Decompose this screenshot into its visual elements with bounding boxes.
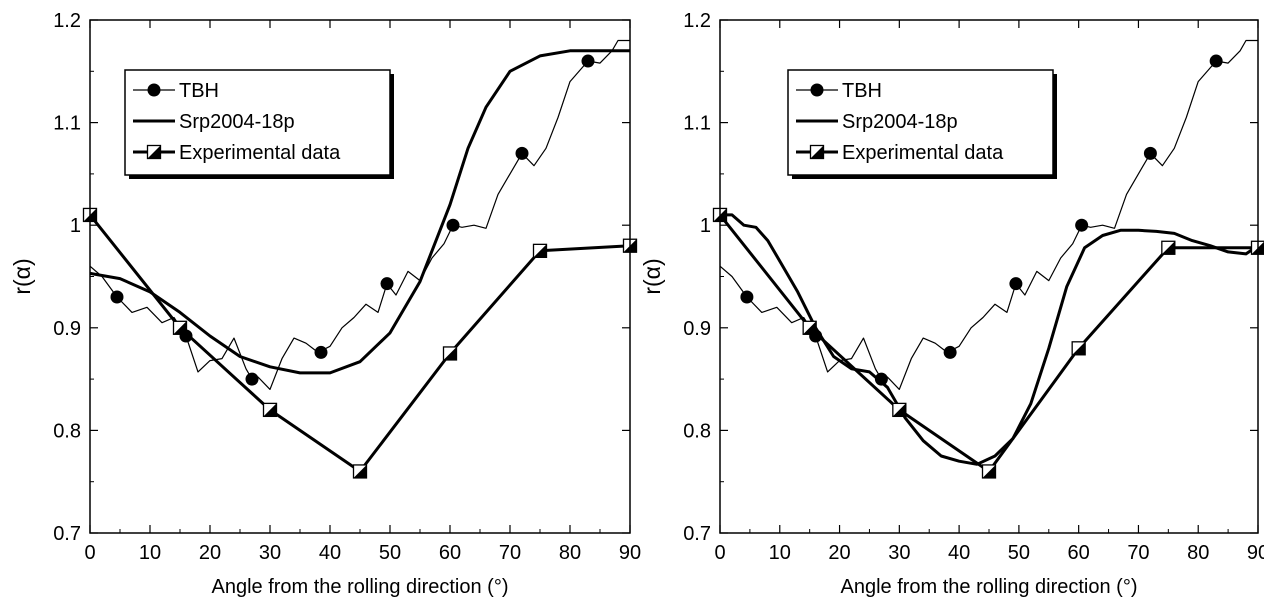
legend-marker-3 [809, 144, 825, 160]
x-tick-label: 40 [948, 542, 970, 564]
x-tick-label: 30 [888, 542, 910, 564]
series-3-point-4 [352, 464, 368, 479]
y-tick-label: 1.1 [53, 113, 81, 135]
x-tick-label: 30 [259, 542, 281, 564]
legend-marker-1 [147, 83, 161, 97]
series-3-point-3 [892, 402, 907, 418]
y-tick-label: 0.8 [53, 420, 81, 442]
x-tick-label: 60 [439, 542, 461, 564]
y-tick-label: 0.7 [53, 523, 81, 545]
x-tick-label: 50 [379, 542, 401, 564]
x-tick-label: 20 [828, 542, 850, 564]
legend-label-2: Srp2004-18p [179, 111, 295, 133]
y-tick-label: 0.9 [683, 318, 711, 340]
legend-label-3: Experimental data [179, 142, 341, 164]
y-tick-label: 1 [70, 215, 81, 237]
series-line-1 [719, 39, 1258, 390]
chart-2: 0 10 20 30 40 50 60 70 80 90 0.7 0.8 0.9 1 1.1 1.2 Angle… [639, 10, 1264, 598]
legend-marker-1 [810, 83, 824, 97]
series-3-point-5 [442, 346, 458, 361]
y-tick-label: 1.2 [53, 10, 81, 32]
x-tick-label: 40 [319, 542, 341, 564]
x-tick-label: 0 [84, 542, 95, 564]
x-tick-label: 80 [559, 542, 581, 564]
x-tick-label: 20 [199, 542, 221, 564]
series-3-point-2 [802, 320, 817, 335]
x-tick-label: 70 [499, 542, 521, 564]
legend-marker-3 [146, 144, 162, 160]
y-tick-label: 0.9 [53, 318, 81, 340]
x-tick-label: 60 [1068, 542, 1090, 564]
series-1-point-1 [110, 290, 124, 304]
series-1-point-3 [874, 372, 888, 386]
series-3-point-5 [1071, 341, 1086, 356]
x-tick-label: 90 [1247, 542, 1264, 564]
series-3-point-3 [262, 402, 278, 418]
x-tick-label: 10 [769, 542, 791, 564]
series-line-3 [88, 213, 631, 473]
y-tick-label: 0.8 [683, 420, 711, 442]
y-tick-label: 1 [700, 215, 711, 237]
x-tick-label: 70 [1127, 542, 1149, 564]
y-tick-label: 1.2 [683, 10, 711, 32]
y-axis-title: r(α) [639, 258, 665, 294]
x-tick-label: 90 [619, 542, 641, 564]
series-1-point-8 [581, 54, 595, 68]
series-1-point-6 [1075, 218, 1089, 232]
x-axis-title: Angle from the rolling direction (°) [840, 576, 1137, 598]
legend: TBH Srp2004-18p Experimental data [787, 69, 1057, 179]
legend-label-3: Experimental data [842, 142, 1004, 164]
series-1-point-5 [380, 277, 394, 291]
series-3-point-6 [1161, 240, 1176, 255]
y-axis-title: r(α) [9, 258, 35, 294]
x-tick-label: 80 [1187, 542, 1209, 564]
series-1-point-6 [446, 218, 460, 232]
series-1-point-4 [314, 345, 328, 359]
series-3-point-2 [172, 320, 188, 335]
series-1-point-1 [740, 290, 754, 304]
series-1-point-7 [515, 146, 529, 160]
legend: TBH Srp2004-18p Experimental data [124, 69, 394, 179]
series-line-3 [718, 213, 1258, 473]
series-1-point-3 [245, 372, 259, 386]
series-1-point-8 [1209, 54, 1223, 68]
series-3-point-6 [532, 243, 548, 259]
series-line-2 [89, 49, 630, 375]
series-1-point-5 [1009, 277, 1023, 291]
series-1-point-4 [943, 345, 957, 359]
x-tick-label: 0 [714, 542, 725, 564]
x-tick-label: 50 [1008, 542, 1030, 564]
series-line-2 [720, 213, 1259, 466]
series-1-point-7 [1143, 146, 1157, 160]
chart-1: 0 10 20 30 40 50 60 70 80 90 0.7 0.8 0.9 1 1.1 1.2 Angle… [9, 10, 641, 598]
y-tick-label: 0.7 [683, 523, 711, 545]
series-3-point-4 [981, 464, 997, 479]
legend-label-1: TBH [179, 80, 219, 102]
y-tick-label: 1.1 [683, 113, 711, 135]
legend-label-1: TBH [842, 80, 882, 102]
x-tick-label: 10 [139, 542, 161, 564]
series-line-1 [89, 39, 630, 390]
legend-label-2: Srp2004-18p [842, 111, 958, 133]
x-axis-title: Angle from the rolling direction (°) [211, 576, 508, 598]
